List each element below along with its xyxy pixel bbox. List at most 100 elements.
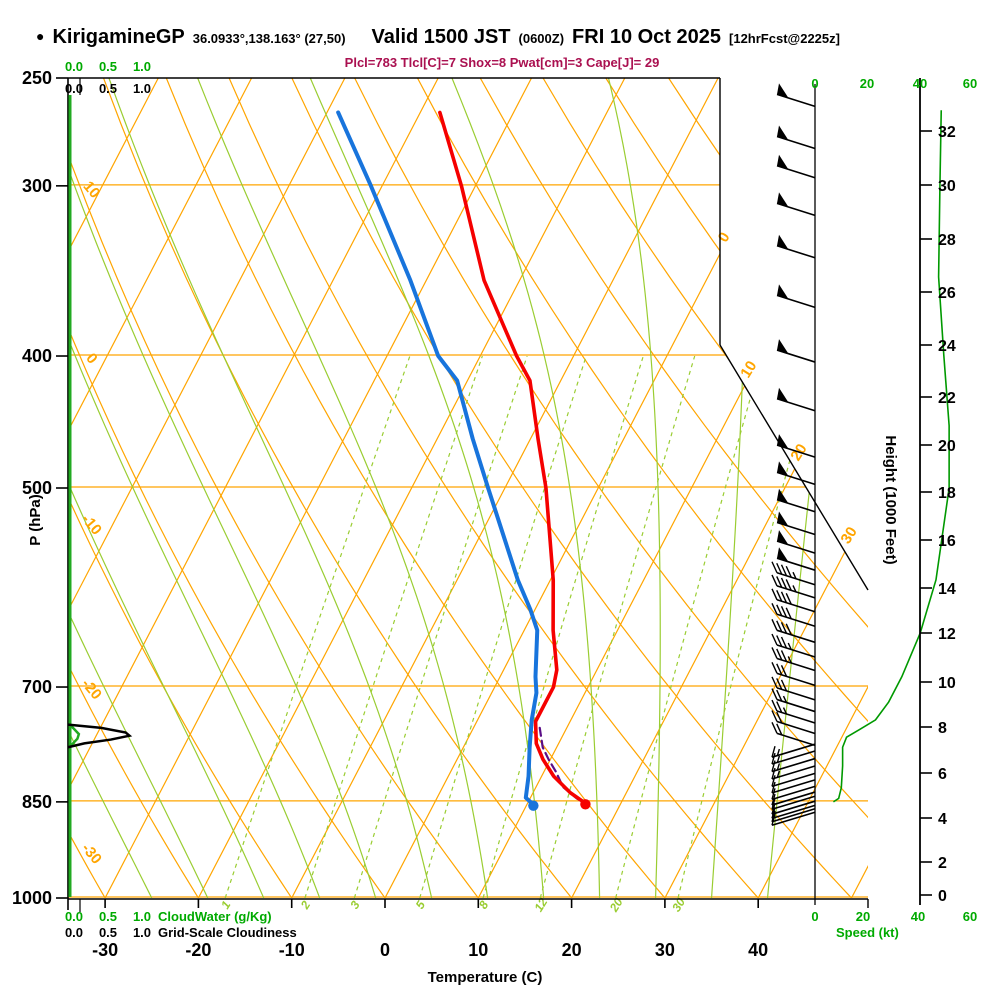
dry-adiabat-line (102, 78, 596, 898)
svg-text:300: 300 (22, 176, 52, 196)
dry-adiabat-line (68, 78, 123, 898)
dry-adiabat-line (165, 78, 691, 898)
svg-text:250: 250 (22, 68, 52, 88)
svg-text:18: 18 (938, 485, 956, 502)
svg-text:CloudWater (g/Kg): CloudWater (g/Kg) (158, 909, 272, 924)
svg-text:0: 0 (811, 909, 818, 924)
svg-text:Temperature (C): Temperature (C) (428, 969, 543, 986)
dry-adiabat-edge-label: 0 (82, 350, 100, 367)
mixing-ratio-line (677, 355, 819, 898)
dry-adiabat-line (730, 78, 868, 898)
valid-utc: (0600Z) (518, 31, 565, 46)
dry-adiabat-line (68, 78, 501, 898)
isotherm-line (384, 78, 812, 898)
wind-barbs (771, 83, 950, 905)
svg-text:400: 400 (22, 346, 52, 366)
pressure-axis: 250 300 400 500 700 850 1000 P (hPa) (12, 68, 68, 908)
chart-title: ● KirigamineGP 36.0933°,138.163° (27,50)… (36, 26, 840, 49)
isotherm-line (68, 78, 439, 898)
temperature-axis: -30 -20 -10 0 10 20 30 40 Temperature (C) (92, 899, 768, 986)
isotherm-line (68, 78, 346, 898)
svg-text:0.5: 0.5 (99, 81, 117, 96)
isotherm-line (68, 78, 253, 898)
valid-date: FRI 10 Oct 2025 (572, 26, 722, 48)
moist-adiabat-line (68, 78, 153, 898)
svg-text:1.0: 1.0 (133, 59, 151, 74)
mixing-ratio-label: 5 (413, 898, 429, 911)
isotherm-line (664, 78, 868, 898)
svg-text:0.5: 0.5 (99, 59, 117, 74)
mixing-ratio-label: 2 (297, 898, 313, 912)
isotherm-edge-label: 30 (838, 524, 861, 547)
station-name: KirigamineGP (52, 26, 185, 48)
svg-text:Grid-Scale Cloudiness: Grid-Scale Cloudiness (158, 925, 297, 940)
mixing-ratio-line (615, 355, 763, 898)
dry-adiabat-line (228, 78, 785, 898)
svg-text:0.0: 0.0 (65, 909, 83, 924)
svg-text:700: 700 (22, 677, 52, 697)
surface-dewpoint-dot (528, 800, 539, 811)
moist-adiabat-line (68, 78, 209, 898)
surface-temperature-dot (580, 799, 591, 810)
mixing-ratio-line (224, 355, 411, 898)
svg-text:20: 20 (856, 909, 870, 924)
dry-adiabat-line (416, 78, 868, 898)
svg-text:32: 32 (938, 124, 956, 141)
svg-text:28: 28 (938, 232, 956, 249)
svg-text:60: 60 (963, 909, 977, 924)
mixing-ratio-label: 3 (347, 898, 363, 911)
svg-text:0: 0 (380, 940, 390, 960)
isotherm-edge-label: 10 (737, 358, 760, 381)
isotherm-line (104, 78, 533, 898)
moist-adiabat-line (197, 78, 489, 898)
moist-adiabat-line (451, 78, 601, 898)
moist-adiabat-line (68, 78, 265, 898)
svg-text:1.0: 1.0 (133, 909, 151, 924)
dry-adiabat-line (479, 78, 868, 898)
svg-text:26: 26 (938, 285, 956, 302)
svg-text:0.0: 0.0 (65, 81, 83, 96)
mixing-ratio-line (304, 355, 483, 898)
svg-text:24: 24 (938, 338, 956, 355)
svg-text:20: 20 (562, 940, 582, 960)
dewpoint-curve (336, 110, 540, 807)
svg-text:0: 0 (811, 76, 818, 91)
svg-text:40: 40 (748, 940, 768, 960)
isotherm-line (477, 78, 868, 898)
station-bullet-icon: ● (36, 28, 45, 44)
svg-text:-30: -30 (92, 940, 118, 960)
svg-text:60: 60 (963, 76, 977, 91)
svg-text:20: 20 (860, 76, 874, 91)
svg-text:10: 10 (938, 675, 956, 692)
dry-adiabat-line (68, 78, 312, 898)
svg-text:10: 10 (468, 940, 488, 960)
svg-text:500: 500 (22, 478, 52, 498)
mixing-ratio-label: 30 (669, 895, 688, 914)
moist-adiabat-line (108, 78, 433, 898)
svg-text:20: 20 (938, 438, 956, 455)
moist-adiabat-line (68, 78, 377, 898)
moist-adiabat-line (309, 78, 545, 898)
svg-text:P (hPa): P (hPa) (27, 494, 44, 545)
station-coords: 36.0933°,138.163° (27,50) (192, 31, 346, 46)
svg-text:1000: 1000 (12, 888, 52, 908)
svg-text:-20: -20 (185, 940, 211, 960)
dry-adiabat-line (983, 78, 1000, 927)
plot-border (67, 77, 869, 910)
sounding-parameters: Plcl=783 Tlcl[C]=7 Shox=8 Pwat[cm]=3 Cap… (344, 55, 660, 70)
dry-adiabat-line (291, 78, 868, 898)
isotherm-line (291, 78, 719, 898)
dry-adiabat-edge-label: 10 (80, 178, 104, 202)
dry-adiabat-line (68, 78, 218, 898)
isotherm-line (850, 78, 868, 898)
svg-text:4: 4 (938, 811, 947, 828)
dry-adiabat-line (354, 78, 868, 898)
svg-text:40: 40 (913, 76, 927, 91)
dry-adiabat-line (856, 78, 868, 898)
mixing-ratio-line (482, 355, 644, 898)
mixing-ratio-label: 20 (606, 895, 626, 915)
cloudwater-profile (67, 95, 133, 897)
